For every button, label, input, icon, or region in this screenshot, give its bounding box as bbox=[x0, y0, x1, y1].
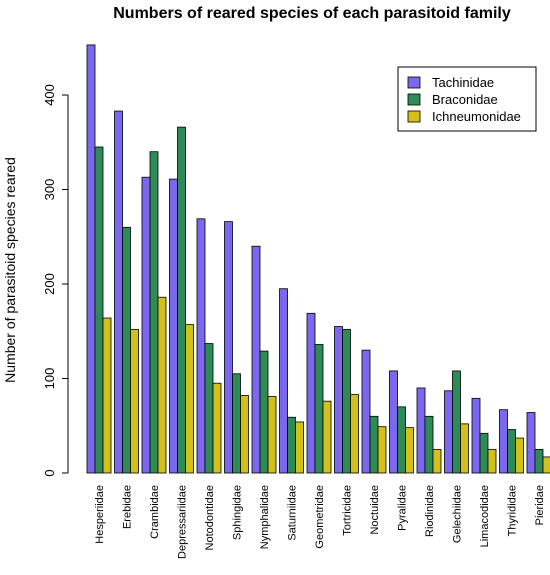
bar-tachinidae-noctuidae bbox=[361, 349, 371, 474]
legend-swatch-ichneumonidae bbox=[407, 110, 421, 123]
bar-tachinidae-limacodidae bbox=[471, 397, 481, 474]
bar-ichneumonidae-depressariidae bbox=[185, 324, 194, 474]
y-tick-label: 400 bbox=[42, 84, 57, 106]
bar-braconidae-tortricidae bbox=[342, 328, 351, 474]
category-label: Pieridae bbox=[534, 485, 546, 525]
bar-tachinidae-nymphalidae bbox=[251, 245, 261, 474]
bar-tachinidae-erebidae bbox=[114, 110, 123, 474]
bar-braconidae-pieridae bbox=[534, 448, 544, 474]
bar-tachinidae-pieridae bbox=[526, 412, 536, 474]
category-label: Crambidae bbox=[149, 485, 161, 539]
category-label: Noctuidae bbox=[369, 485, 381, 535]
bar-ichneumonidae-nymphalidae bbox=[267, 396, 277, 474]
y-tick-label: 200 bbox=[42, 273, 57, 295]
bar-braconidae-limacodidae bbox=[479, 432, 489, 474]
y-axis-label: Number of parasitoid species reared bbox=[2, 157, 18, 383]
category-label: Depressariidae bbox=[177, 485, 189, 559]
category-label: Tortricidae bbox=[342, 485, 354, 536]
category-label: Nymphalidae bbox=[259, 485, 271, 549]
bar-tachinidae-notodontidae bbox=[196, 218, 206, 474]
category-label: Gelechiidae bbox=[452, 485, 464, 543]
bar-braconidae-depressariidae bbox=[177, 126, 186, 474]
category-label: Saturniidae bbox=[287, 485, 299, 541]
category-label: Sphingidae bbox=[232, 485, 244, 540]
bar-ichneumonidae-gelechiidae bbox=[460, 423, 469, 474]
bar-ichneumonidae-hesperiidae bbox=[102, 317, 112, 474]
bar-ichneumonidae-crambidae bbox=[157, 296, 167, 474]
category-label: Notodontidae bbox=[204, 485, 216, 550]
category-label: Riodinidae bbox=[424, 485, 436, 537]
bar-braconidae-erebidae bbox=[122, 226, 131, 474]
legend-label-ichneumonidae: Ichneumonidae bbox=[432, 109, 521, 124]
bar-braconidae-sphingidae bbox=[232, 373, 241, 474]
y-tick-label: 300 bbox=[42, 179, 57, 201]
bar-ichneumonidae-noctuidae bbox=[377, 426, 387, 474]
bar-ichneumonidae-pyralidae bbox=[405, 427, 414, 474]
bar-braconidae-crambidae bbox=[149, 151, 159, 474]
bar-ichneumonidae-limacodidae bbox=[487, 448, 497, 474]
legend: Tachinidae Braconidae Ichneumonidae bbox=[397, 66, 537, 132]
bar-tachinidae-crambidae bbox=[141, 176, 151, 474]
bar-braconidae-geometridae bbox=[314, 344, 324, 474]
legend-swatch-tachinidae bbox=[407, 76, 421, 89]
bar-braconidae-pyralidae bbox=[397, 406, 406, 474]
bar-ichneumonidae-pieridae bbox=[542, 456, 550, 474]
bar-ichneumonidae-erebidae bbox=[130, 328, 139, 474]
bar-ichneumonidae-saturniidae bbox=[295, 421, 304, 474]
bar-tachinidae-thyrididae bbox=[499, 409, 508, 474]
category-label: Pyralidae bbox=[397, 485, 409, 531]
bar-braconidae-notodontidae bbox=[204, 343, 214, 474]
bar-tachinidae-depressariidae bbox=[169, 178, 178, 474]
bar-ichneumonidae-notodontidae bbox=[212, 382, 222, 474]
bar-tachinidae-pyralidae bbox=[389, 370, 398, 474]
bar-braconidae-noctuidae bbox=[369, 415, 379, 474]
bar-tachinidae-gelechiidae bbox=[444, 390, 453, 474]
bar-braconidae-hesperiidae bbox=[94, 146, 104, 474]
bar-ichneumonidae-thyrididae bbox=[515, 437, 524, 474]
bar-tachinidae-sphingidae bbox=[224, 221, 233, 474]
category-label: Thyrididae bbox=[507, 485, 519, 536]
bar-ichneumonidae-sphingidae bbox=[240, 395, 249, 474]
category-label: Limacodidae bbox=[479, 485, 491, 547]
bar-tachinidae-geometridae bbox=[306, 312, 316, 474]
bar-braconidae-nymphalidae bbox=[259, 350, 269, 474]
category-labels: Hesperiidae Erebidae Crambidae Depressariid… bbox=[94, 485, 546, 559]
category-label: Erebidae bbox=[122, 485, 134, 529]
category-label: Hesperiidae bbox=[94, 485, 106, 544]
legend-label-braconidae: Braconidae bbox=[432, 92, 498, 107]
legend-swatch-braconidae bbox=[407, 93, 421, 106]
bar-braconidae-thyrididae bbox=[507, 429, 516, 474]
bar-tachinidae-saturniidae bbox=[279, 288, 288, 474]
bars bbox=[86, 44, 550, 474]
bar-tachinidae-riodinidae bbox=[416, 387, 426, 474]
bar-ichneumonidae-geometridae bbox=[322, 400, 332, 474]
bar-ichneumonidae-riodinidae bbox=[432, 448, 442, 474]
bar-tachinidae-hesperiidae bbox=[86, 44, 96, 474]
bar-ichneumonidae-tortricidae bbox=[350, 394, 359, 474]
chart-title: Numbers of reared species of each parasi… bbox=[113, 5, 511, 22]
bar-braconidae-saturniidae bbox=[287, 416, 296, 474]
y-ticks: 0 100 200 300 400 bbox=[42, 84, 68, 477]
y-tick-label: 100 bbox=[42, 368, 57, 390]
legend-box bbox=[397, 66, 537, 132]
bar-braconidae-riodinidae bbox=[424, 415, 434, 474]
category-label: Geometridae bbox=[314, 485, 326, 549]
bar-braconidae-gelechiidae bbox=[452, 370, 461, 474]
bar-tachinidae-tortricidae bbox=[334, 326, 343, 474]
legend-label-tachinidae: Tachinidae bbox=[432, 75, 494, 90]
y-tick-label: 0 bbox=[42, 469, 57, 476]
